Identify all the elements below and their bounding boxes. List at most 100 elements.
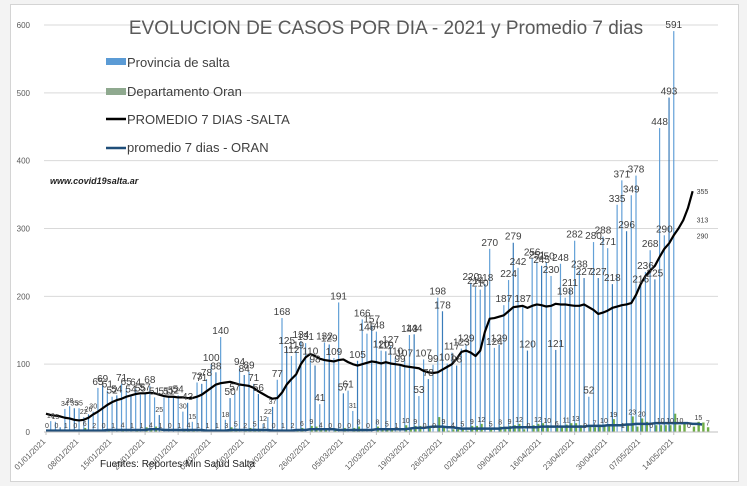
salta-bar (106, 390, 108, 432)
salta-bar (630, 195, 632, 432)
salta-data-label: 211 (562, 278, 578, 289)
salta-data-label: 187 (514, 294, 531, 305)
salta-bar (64, 408, 66, 432)
oran-data-label: 1 (64, 423, 68, 430)
salta-data-label: 448 (651, 117, 668, 128)
salta-bar (668, 97, 670, 432)
salta-data-label: 78 (423, 368, 435, 379)
salta-bar (602, 236, 604, 432)
salta-data-label: 25 (155, 407, 163, 414)
salta-data-label: 230 (543, 265, 560, 276)
salta-bar (300, 341, 302, 432)
salta-data-label: 54 (173, 384, 185, 395)
oran-bar (244, 430, 247, 432)
salta-bar (187, 402, 189, 432)
oran-bar (149, 429, 153, 432)
oran-data-label: 4 (149, 422, 153, 429)
salta-data-label: 18 (221, 412, 229, 419)
salta-data-label: 71 (116, 373, 128, 384)
salta-bar (399, 364, 401, 432)
oran-data-label: 5 (489, 422, 493, 429)
salta-data-label: 101 (439, 352, 456, 363)
salta-bar (215, 372, 217, 432)
oran-data-label: 10 (657, 418, 665, 425)
salta-data-label: 65 (92, 377, 104, 388)
salta-data-label: 26 (85, 406, 93, 413)
salta-bars (50, 31, 675, 432)
oran-data-label: 6 (83, 421, 87, 428)
oran-data-label: 7 (706, 420, 710, 427)
oran-data-label: 6 (555, 421, 559, 428)
salta-bar (394, 357, 396, 432)
salta-data-label: 371 (613, 169, 630, 180)
oran-bar (409, 429, 412, 432)
salta-data-label: 84 (239, 364, 251, 375)
oran-bar (192, 430, 195, 432)
salta-bar (120, 383, 123, 432)
x-tick-label: 08/01/2021 (46, 437, 81, 472)
oran-bar (593, 427, 597, 432)
salta-data-label: 57 (229, 382, 241, 393)
salta-data-label: 51 (158, 386, 170, 397)
oran-data-label: 4 (451, 422, 455, 429)
salta-bar (545, 262, 547, 432)
oran-data-label: 9 (309, 419, 313, 426)
salta-data-label: 30 (89, 404, 97, 411)
salta-data-label: 248 (552, 253, 569, 264)
salta-data-label: 349 (623, 184, 640, 195)
salta-data-label: 280 (585, 231, 602, 242)
salta-data-label: 35 (70, 400, 78, 407)
salta-bar (451, 352, 453, 432)
salta-bar (338, 302, 340, 432)
oran-data-label: 11 (563, 418, 570, 425)
salta-data-label: 52 (107, 386, 119, 397)
salta-data-label: 71 (248, 373, 260, 384)
salta-data-label: 250 (538, 251, 555, 262)
oran-bar (452, 429, 455, 432)
salta-data-label: 38 (66, 398, 74, 405)
salta-bar (413, 334, 415, 432)
oran-data-label: 4 (319, 422, 323, 429)
oran-bar (447, 430, 450, 432)
oran-bar (598, 424, 601, 432)
salta-bar (144, 393, 146, 432)
oran-bar (456, 429, 460, 432)
oran-bar (513, 425, 516, 432)
salta-data-label: 52 (583, 386, 595, 397)
salta-bar (456, 365, 458, 432)
salta-bar (309, 357, 311, 432)
salta-bar (446, 363, 448, 432)
salta-bar (182, 411, 184, 432)
oran-bar (461, 428, 464, 432)
salta-data-label: 143 (401, 324, 418, 335)
x-tick-label: 05/03/2021 (310, 437, 345, 472)
oran-bar (664, 425, 667, 432)
salta-bar (489, 248, 491, 432)
oran-data-label: 1 (196, 423, 200, 430)
legend-item-promedio-oran: promedio 7 dias - ORAN (106, 140, 269, 155)
salta-data-label: 178 (434, 300, 451, 311)
salta-bar (517, 267, 519, 432)
legend-item-promedio-salta: PROMEDIO 7 DIAS -SALTA (106, 112, 290, 127)
salta-data-label: 78 (201, 368, 213, 379)
x-tick-label: 02/04/2021 (442, 437, 477, 472)
oran-data-label: 0 (272, 423, 276, 430)
salta-bar (597, 278, 599, 432)
oran-data-label: 8 (375, 420, 379, 427)
salta-data-label: 43 (182, 392, 194, 403)
salta-bar (286, 347, 288, 432)
salta-bar (205, 379, 208, 432)
salta-bar (168, 397, 170, 432)
y-tick-label: 400 (17, 157, 31, 166)
salta-bar (305, 343, 307, 432)
salta-data-label: 73 (191, 371, 203, 382)
oran-data-label: 5 (385, 422, 389, 429)
oran-data-label: 9 (470, 419, 474, 426)
salta-data-label: 107 (396, 348, 413, 359)
salta-bar (625, 231, 628, 432)
salta-bar (536, 261, 538, 432)
salta-bar (220, 337, 222, 432)
salta-data-label: 216 (632, 274, 649, 285)
salta-bar (607, 248, 609, 432)
